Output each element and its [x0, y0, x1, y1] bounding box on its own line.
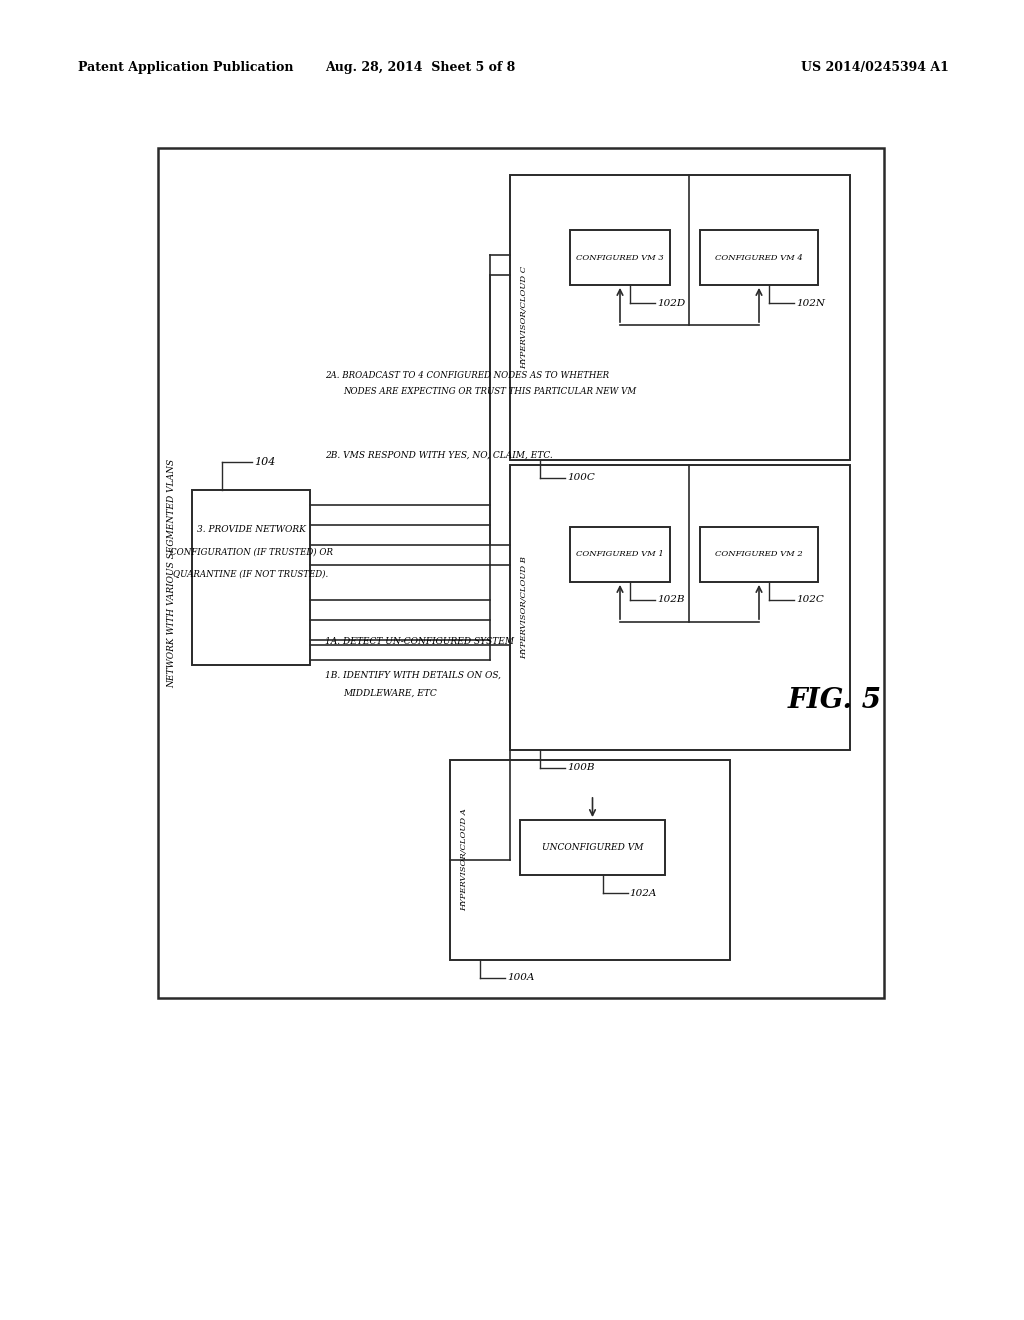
Text: 3. PROVIDE NETWORK: 3. PROVIDE NETWORK	[197, 525, 305, 535]
Text: 102C: 102C	[796, 595, 824, 605]
Text: UNCONFIGURED VM: UNCONFIGURED VM	[542, 843, 643, 851]
Text: US 2014/0245394 A1: US 2014/0245394 A1	[801, 62, 949, 74]
Text: Aug. 28, 2014  Sheet 5 of 8: Aug. 28, 2014 Sheet 5 of 8	[325, 62, 515, 74]
Text: 2A. BROADCAST TO 4 CONFIGURED NODES AS TO WHETHER: 2A. BROADCAST TO 4 CONFIGURED NODES AS T…	[325, 371, 609, 380]
Text: CONFIGURED VM 4: CONFIGURED VM 4	[715, 253, 803, 261]
Text: NODES ARE EXPECTING OR TRUST THIS PARTICULAR NEW VM: NODES ARE EXPECTING OR TRUST THIS PARTIC…	[343, 388, 636, 396]
Text: HYPERVISOR/CLOUD A: HYPERVISOR/CLOUD A	[460, 809, 468, 911]
Text: CONFIGURED VM 1: CONFIGURED VM 1	[577, 550, 664, 558]
Text: 102N: 102N	[796, 298, 825, 308]
Bar	[570, 230, 670, 285]
Text: 102B: 102B	[657, 595, 684, 605]
Bar	[700, 230, 818, 285]
Text: 1A. DETECT UN-CONFIGURED SYSTEM: 1A. DETECT UN-CONFIGURED SYSTEM	[325, 638, 514, 647]
Bar	[700, 527, 818, 582]
Text: 100B: 100B	[567, 763, 595, 772]
Bar	[158, 148, 884, 998]
Text: 100C: 100C	[567, 474, 595, 483]
Bar	[570, 527, 670, 582]
Bar	[520, 820, 665, 875]
Bar	[510, 176, 850, 459]
Text: CONFIGURATION (IF TRUSTED) OR: CONFIGURATION (IF TRUSTED) OR	[170, 548, 333, 557]
Text: 1B. IDENTIFY WITH DETAILS ON OS,: 1B. IDENTIFY WITH DETAILS ON OS,	[325, 671, 501, 680]
Text: 102A: 102A	[630, 888, 656, 898]
Bar	[193, 490, 310, 665]
Text: Patent Application Publication: Patent Application Publication	[78, 62, 294, 74]
Text: CONFIGURED VM 2: CONFIGURED VM 2	[715, 550, 803, 558]
Text: HYPERVISOR/CLOUD C: HYPERVISOR/CLOUD C	[520, 265, 528, 370]
Bar	[510, 465, 850, 750]
Text: CONFIGURED VM 3: CONFIGURED VM 3	[577, 253, 664, 261]
Text: FIG. 5: FIG. 5	[788, 686, 882, 714]
Text: 104: 104	[254, 457, 275, 467]
Text: 102D: 102D	[657, 298, 685, 308]
Text: MIDDLEWARE, ETC: MIDDLEWARE, ETC	[343, 689, 437, 697]
Text: 100A: 100A	[507, 974, 535, 982]
Text: 2B. VMS RESPOND WITH YES, NO, CLAIM, ETC.: 2B. VMS RESPOND WITH YES, NO, CLAIM, ETC…	[325, 450, 553, 459]
Text: HYPERVISOR/CLOUD B: HYPERVISOR/CLOUD B	[520, 556, 528, 659]
Bar	[450, 760, 730, 960]
Text: NETWORK WITH VARIOUS SEGMENTED VLANS: NETWORK WITH VARIOUS SEGMENTED VLANS	[168, 458, 176, 688]
Text: QUARANTINE (IF NOT TRUSTED).: QUARANTINE (IF NOT TRUSTED).	[173, 569, 329, 578]
